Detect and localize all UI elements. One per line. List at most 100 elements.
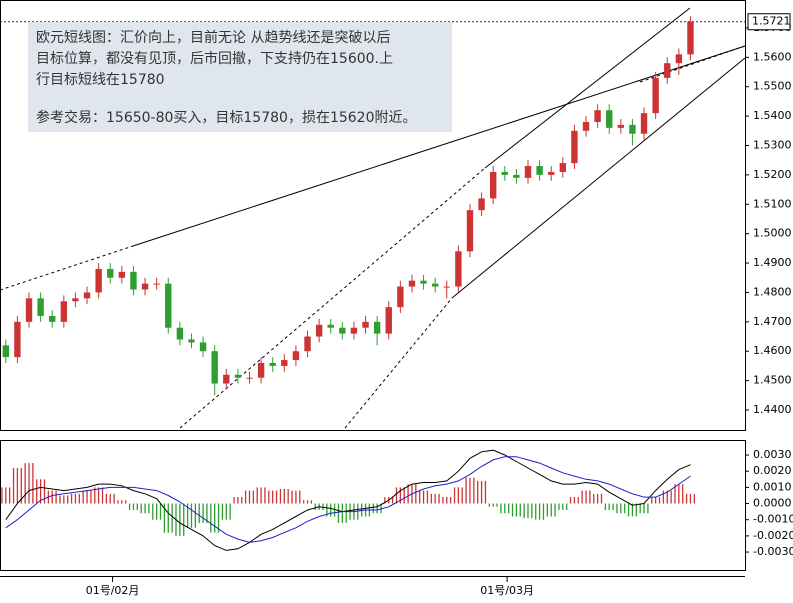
candle-body xyxy=(629,124,636,134)
y-tick-label: 1.4700 xyxy=(753,315,792,328)
candle-body xyxy=(594,110,601,122)
candle-body xyxy=(37,298,44,316)
candle-body xyxy=(571,130,578,164)
note-line: 参考交易：15650-80买入，目标15780，损在15620附近。 xyxy=(36,109,416,126)
y-tick-label: 1.5400 xyxy=(753,109,792,122)
y-tick-label: 0.0020 xyxy=(753,464,792,477)
candle-body xyxy=(246,377,253,379)
candle-body xyxy=(362,321,369,328)
candle-body xyxy=(489,171,497,199)
candle-body xyxy=(211,351,218,384)
candle-body xyxy=(536,166,543,175)
y-tick-label: -0.0030 xyxy=(753,545,793,558)
candle-body xyxy=(141,283,149,290)
candle-body xyxy=(687,21,694,55)
trend-line xyxy=(344,297,453,429)
y-tick-label: 1.5300 xyxy=(753,138,792,151)
y-tick-label: 1.5200 xyxy=(753,168,792,181)
candle-body xyxy=(83,292,91,299)
candle-body xyxy=(188,339,195,343)
candle-body xyxy=(582,121,590,131)
candle-body xyxy=(2,345,9,358)
candle-body xyxy=(664,63,671,78)
candle-body xyxy=(14,321,21,358)
candle-body xyxy=(165,283,172,328)
candle-body xyxy=(420,280,427,284)
candle-body xyxy=(652,77,659,114)
note-line: 欧元短线图：汇价向上，目前无论 从趋势线还是突破以后 xyxy=(36,29,390,46)
candle-body xyxy=(292,351,300,361)
candle-body xyxy=(281,360,288,366)
candle-body xyxy=(524,166,532,178)
candle-body xyxy=(478,198,485,211)
candle-body xyxy=(466,210,474,252)
candle-body xyxy=(617,124,625,128)
candle-body xyxy=(118,271,126,278)
last-price-box xyxy=(747,13,791,31)
candle-body xyxy=(501,171,508,175)
indicator-line xyxy=(5,456,691,543)
candle-body xyxy=(130,271,137,290)
y-tick-label: 1.5000 xyxy=(753,227,792,240)
candle-body xyxy=(199,342,207,352)
candle-body xyxy=(25,298,33,322)
y-tick-label: 1.5500 xyxy=(753,80,792,93)
y-tick-label: 1.4500 xyxy=(753,374,792,387)
y-tick-label: 1.4800 xyxy=(753,285,792,298)
candle-body xyxy=(95,268,102,293)
y-tick-label: 0.0000 xyxy=(753,497,792,510)
candle-body xyxy=(257,362,265,378)
candle-body xyxy=(606,110,613,128)
candle-body xyxy=(269,362,276,366)
candle-body xyxy=(176,327,184,340)
trend-lines xyxy=(0,7,746,429)
candle-body xyxy=(408,280,416,287)
candle-body xyxy=(513,174,520,178)
indicator-line xyxy=(5,449,691,551)
last-price-label: 1.5721 xyxy=(752,15,791,28)
candle-body xyxy=(339,327,346,334)
candle-body xyxy=(675,54,683,64)
y-tick-label: -0.0020 xyxy=(753,529,793,542)
candle-body xyxy=(455,251,462,287)
note-line: 目标位算，都没有见顶，后市回撤，下支持仍在15600.上 xyxy=(36,50,393,67)
y-tick-label: 1.5600 xyxy=(753,50,792,63)
x-tick-label: 01号/02月 xyxy=(86,584,140,597)
candle-body xyxy=(304,336,311,352)
candle-body xyxy=(385,307,392,334)
candle-body xyxy=(397,286,404,308)
candle-body xyxy=(315,324,323,337)
trend-line xyxy=(639,45,746,83)
note-box xyxy=(28,22,452,132)
candle-body xyxy=(49,315,56,322)
trend-line xyxy=(179,167,486,429)
candle-body xyxy=(153,283,160,285)
trend-line xyxy=(451,57,746,299)
y-tick-label: -0.0010 xyxy=(753,513,793,526)
candle-body xyxy=(234,374,242,378)
trend-line xyxy=(132,45,746,247)
candle-body xyxy=(373,321,381,334)
candle-body xyxy=(350,327,358,334)
candle-body xyxy=(443,286,450,288)
candle-body xyxy=(60,301,68,322)
trend-line xyxy=(484,7,691,169)
y-tick-label: 0.0030 xyxy=(753,448,792,461)
y-tick-label: 1.4400 xyxy=(753,403,792,416)
candle-body xyxy=(640,113,648,134)
candle-body xyxy=(72,298,79,302)
note-line: 行目标短线在15780 xyxy=(36,72,165,88)
candle-body xyxy=(431,283,439,287)
candle-body xyxy=(107,268,114,278)
trend-line xyxy=(0,245,134,291)
y-tick-label: 0.0010 xyxy=(753,480,792,493)
candle-body xyxy=(548,171,555,175)
y-tick-label: 1.5100 xyxy=(753,197,792,210)
candle-body xyxy=(327,324,334,328)
y-tick-label: 1.4900 xyxy=(753,256,792,269)
x-tick-label: 01号/03月 xyxy=(480,584,534,597)
candle-body xyxy=(559,163,567,172)
y-tick-label: 1.4600 xyxy=(753,344,792,357)
candle-body xyxy=(223,374,230,384)
